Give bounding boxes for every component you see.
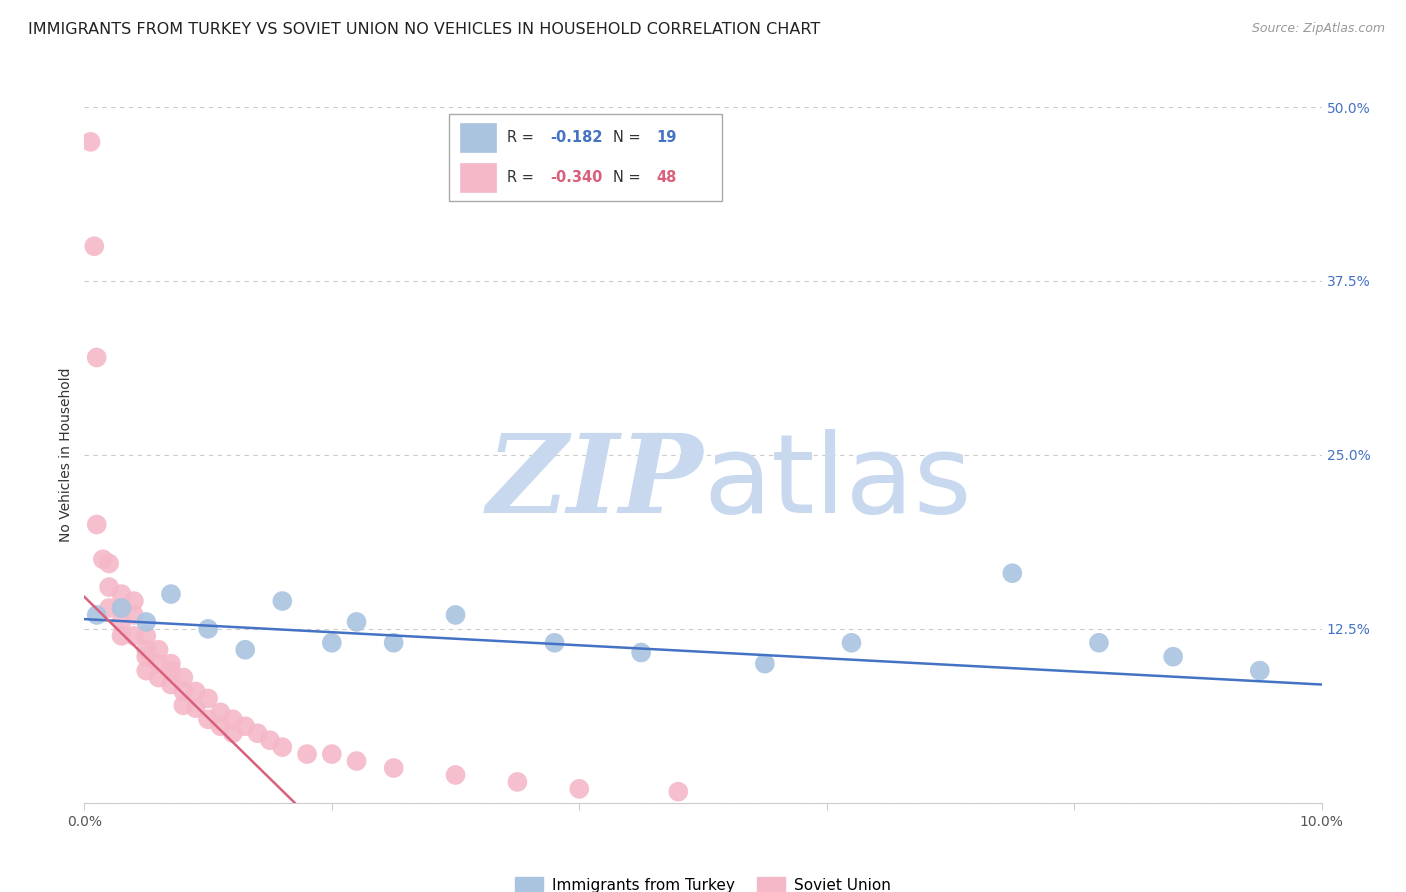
- Point: [222, 712, 245, 726]
- Text: IMMIGRANTS FROM TURKEY VS SOVIET UNION NO VEHICLES IN HOUSEHOLD CORRELATION CHAR: IMMIGRANTS FROM TURKEY VS SOVIET UNION N…: [28, 22, 820, 37]
- Text: Source: ZipAtlas.com: Source: ZipAtlas.com: [1251, 22, 1385, 36]
- Point: [271, 594, 294, 608]
- Point: [209, 719, 232, 733]
- Point: [1249, 664, 1271, 678]
- Point: [86, 607, 108, 622]
- Point: [135, 642, 157, 657]
- Point: [197, 691, 219, 706]
- Point: [444, 607, 467, 622]
- Point: [160, 657, 183, 671]
- Point: [135, 629, 157, 643]
- Point: [110, 601, 132, 615]
- Point: [346, 754, 368, 768]
- Point: [148, 671, 170, 685]
- Point: [246, 726, 269, 740]
- Point: [233, 719, 256, 733]
- Point: [506, 775, 529, 789]
- Point: [1001, 566, 1024, 581]
- Point: [382, 761, 405, 775]
- Point: [543, 636, 565, 650]
- Point: [172, 684, 194, 698]
- Point: [122, 607, 145, 622]
- Point: [568, 781, 591, 796]
- Text: ZIP: ZIP: [486, 429, 703, 536]
- Point: [135, 664, 157, 678]
- Point: [98, 580, 121, 594]
- Point: [222, 726, 245, 740]
- Point: [754, 657, 776, 671]
- Point: [197, 622, 219, 636]
- Point: [86, 517, 108, 532]
- Point: [98, 601, 121, 615]
- Point: [197, 712, 219, 726]
- Point: [160, 677, 183, 691]
- Point: [83, 239, 105, 253]
- Point: [184, 684, 207, 698]
- Y-axis label: No Vehicles in Household: No Vehicles in Household: [59, 368, 73, 542]
- Point: [135, 615, 157, 629]
- Point: [91, 552, 114, 566]
- Point: [630, 646, 652, 660]
- Point: [295, 747, 318, 761]
- Point: [271, 740, 294, 755]
- Point: [160, 664, 183, 678]
- Text: atlas: atlas: [703, 429, 972, 536]
- Point: [841, 636, 863, 650]
- Point: [148, 657, 170, 671]
- Point: [148, 642, 170, 657]
- Point: [184, 701, 207, 715]
- Point: [86, 351, 108, 365]
- Point: [122, 629, 145, 643]
- Point: [321, 747, 343, 761]
- Point: [122, 594, 145, 608]
- Point: [110, 615, 132, 629]
- Point: [444, 768, 467, 782]
- Point: [110, 587, 132, 601]
- Point: [346, 615, 368, 629]
- Point: [98, 557, 121, 571]
- Point: [135, 649, 157, 664]
- Legend: Immigrants from Turkey, Soviet Union: Immigrants from Turkey, Soviet Union: [508, 870, 898, 892]
- Point: [172, 671, 194, 685]
- Point: [110, 629, 132, 643]
- Point: [259, 733, 281, 747]
- Point: [321, 636, 343, 650]
- Point: [79, 135, 101, 149]
- Point: [1088, 636, 1111, 650]
- Point: [160, 587, 183, 601]
- Point: [666, 785, 689, 799]
- Point: [233, 642, 256, 657]
- Point: [209, 706, 232, 720]
- Point: [1161, 649, 1184, 664]
- Point: [110, 601, 132, 615]
- Point: [382, 636, 405, 650]
- Point: [172, 698, 194, 713]
